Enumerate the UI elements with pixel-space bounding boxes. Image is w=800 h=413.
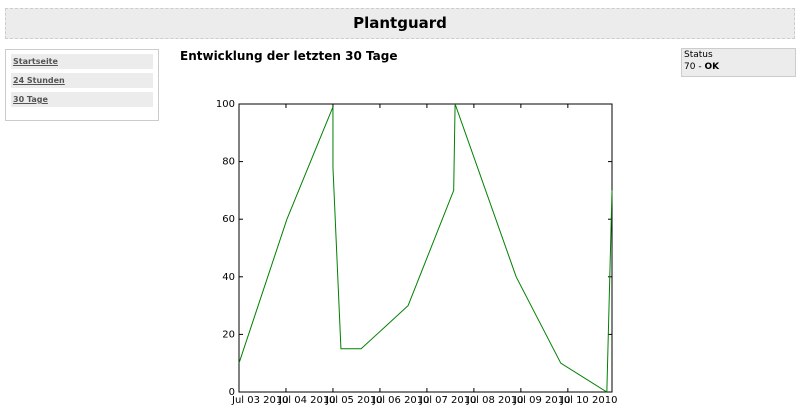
nav-link[interactable]: 24 Stunden [11,73,153,88]
x-tick-label: Jul 09 2010 [513,395,571,406]
status-label: Status [684,50,713,60]
status-value: 70 - [684,62,702,72]
y-tick-label: 20 [222,329,235,340]
x-tick-label: Jul 05 2010 [325,395,383,406]
nav-box: Startseite 24 Stunden 30 Tage [5,49,159,121]
status-state: OK [704,62,720,72]
y-tick-label: 80 [222,157,235,168]
x-tick-label: Jul 06 2010 [372,395,430,406]
x-tick-label: Jul 03 2010 [231,395,289,406]
data-line [238,103,613,393]
x-tick-label: Jul 07 2010 [419,395,477,406]
y-tick-label: 100 [216,99,235,110]
nav-link[interactable]: Startseite [11,54,153,69]
header-title: Plantguard [5,8,795,39]
y-tick-label: 0 [229,387,235,398]
x-tick-label: Jul 04 2010 [278,395,336,406]
x-tick-label: Jul 08 2010 [466,395,524,406]
content-heading: Entwicklung der letzten 30 Tage [180,49,398,63]
x-tick-label: Jul 10 2010 [560,395,618,406]
plot-frame [238,103,613,393]
status-box: Status 70 - OK [681,48,796,77]
y-tick-label: 60 [222,214,235,225]
y-tick-label: 40 [222,272,235,283]
nav-link[interactable]: 30 Tage [11,92,153,107]
